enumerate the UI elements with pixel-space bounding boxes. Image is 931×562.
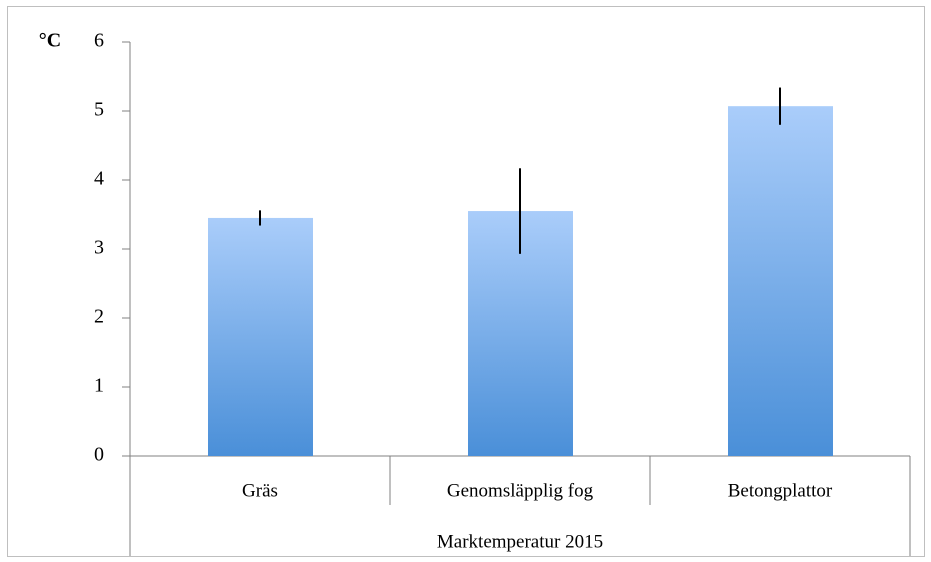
y-tick-label: 4 — [94, 168, 104, 190]
bar — [728, 106, 833, 457]
y-tick-label: 5 — [94, 99, 104, 121]
y-tick-label: 3 — [94, 237, 104, 259]
x-tick-label: Betongplattor — [728, 480, 833, 501]
y-tick-label: 0 — [94, 444, 104, 466]
chart-frame — [7, 6, 925, 557]
x-group-label: Marktemperatur 2015 — [437, 531, 603, 552]
bar — [208, 217, 313, 456]
y-axis-unit: °C — [39, 30, 61, 52]
y-tick-label: 2 — [94, 306, 104, 328]
y-tick-label: 6 — [94, 30, 104, 52]
x-tick-label: Gräs — [242, 480, 278, 501]
y-tick-label: 1 — [94, 375, 104, 397]
x-tick-label: Genomsläpplig fog — [447, 480, 594, 501]
